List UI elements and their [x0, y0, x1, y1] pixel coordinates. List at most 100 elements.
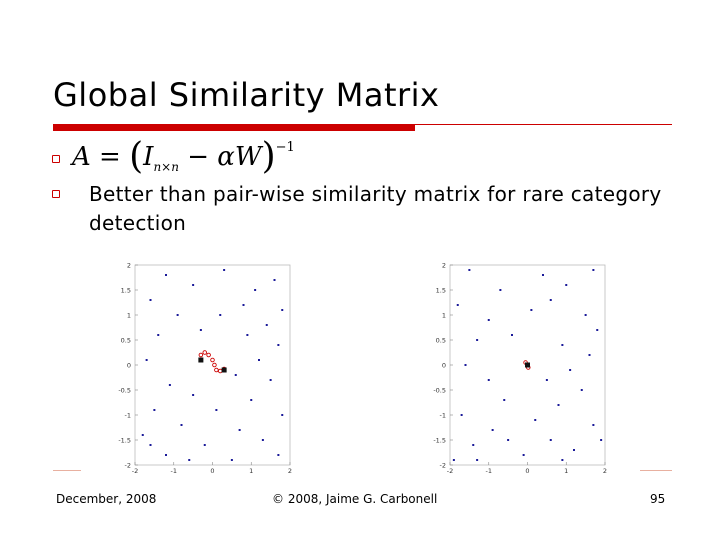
data-point: [476, 459, 479, 461]
formula-eq: =: [99, 142, 121, 172]
data-point: [588, 354, 591, 356]
data-point: [246, 334, 249, 336]
x-tick-label: 1: [249, 467, 253, 475]
data-point: [149, 444, 152, 446]
y-tick-label: -1: [125, 412, 131, 420]
data-point: [584, 314, 587, 316]
bullet-square-icon: [52, 155, 60, 163]
y-tick-label: 1: [442, 312, 446, 320]
y-tick-label: 1.5: [121, 287, 131, 295]
x-tick-label: -1: [486, 467, 492, 475]
data-point: [165, 274, 167, 276]
data-point: [261, 439, 264, 441]
data-point: [188, 459, 191, 461]
data-point: [176, 314, 179, 316]
data-point: [456, 304, 459, 306]
y-tick-label: -0.5: [433, 387, 446, 395]
rare-category-point: [202, 350, 207, 355]
data-point: [219, 314, 222, 316]
x-tick-label: -2: [447, 467, 453, 475]
x-tick-label: -2: [132, 467, 138, 475]
data-point: [145, 359, 148, 361]
data-point: [273, 279, 276, 281]
x-tick-label: 0: [525, 467, 529, 475]
data-point: [192, 394, 195, 396]
y-tick-label: 2: [442, 262, 446, 270]
data-point: [254, 289, 257, 291]
formula-w: W: [234, 142, 262, 172]
bullet-square-icon: [52, 190, 60, 198]
slide-title: Global Similarity Matrix: [53, 76, 440, 114]
data-point: [557, 404, 560, 406]
y-tick-label: 1: [127, 312, 131, 320]
formula-alpha: α: [217, 142, 235, 172]
data-point: [460, 414, 463, 416]
data-point: [265, 324, 268, 326]
data-point: [561, 344, 564, 346]
data-point: [565, 284, 568, 286]
formula: A = (In×n − αW)−1: [72, 136, 295, 177]
footer-copyright: © 2008, Jaime G. Carbonell: [272, 492, 438, 506]
data-point: [545, 379, 548, 381]
y-tick-label: 0: [127, 362, 131, 370]
y-tick-label: -1.5: [433, 437, 446, 445]
formula-lhs: A: [72, 142, 91, 172]
data-point: [223, 269, 226, 271]
scatter-plot-left: 2 1.5 1 0.5 0 -0.5 -1 -1.5 -2-2 -1 0 1 2: [118, 262, 292, 476]
data-point: [258, 359, 260, 361]
footer-date: December, 2008: [56, 492, 157, 506]
formula-identity: I: [143, 142, 154, 172]
rare-category-point: [214, 367, 219, 373]
data-point: [157, 334, 160, 336]
y-tick-label: -1.5: [118, 437, 131, 445]
rare-category-point: [217, 368, 223, 374]
formula-minus: −: [187, 142, 210, 172]
seed-point: [198, 357, 204, 363]
data-point: [192, 284, 195, 286]
data-point: [277, 344, 280, 346]
x-tick-label: 2: [288, 467, 292, 475]
data-point: [234, 374, 237, 376]
data-point: [491, 429, 494, 431]
data-point: [600, 439, 603, 441]
footer-line-left: [53, 470, 81, 471]
x-tick-label: -1: [171, 467, 177, 475]
footer-line-right: [640, 470, 672, 471]
seed-point: [525, 362, 530, 368]
rare-category-point: [210, 357, 215, 363]
data-point: [250, 399, 253, 401]
data-point: [199, 329, 202, 331]
data-point: [215, 409, 218, 411]
y-tick-label: -1: [440, 412, 446, 420]
data-point: [549, 299, 552, 301]
data-point: [487, 319, 490, 321]
data-point: [507, 439, 510, 441]
data-point: [592, 424, 595, 426]
y-tick-label: -2: [440, 462, 446, 470]
rare-category-point: [206, 352, 211, 358]
data-point: [476, 339, 479, 341]
data-point: [269, 379, 272, 381]
data-point: [534, 419, 537, 421]
data-point: [503, 399, 506, 401]
data-point: [281, 414, 284, 416]
data-point: [569, 369, 572, 371]
formula-paren-left: (: [129, 136, 144, 177]
data-point: [487, 379, 490, 381]
data-point: [153, 409, 156, 411]
data-point: [165, 454, 167, 456]
data-point: [468, 269, 471, 271]
y-tick-label: 0.5: [436, 337, 446, 345]
x-tick-label: 2: [603, 467, 607, 475]
data-point: [472, 444, 475, 446]
y-tick-label: 1.5: [436, 287, 446, 295]
data-point: [149, 299, 152, 301]
data-point: [596, 329, 599, 331]
seed-point: [221, 367, 227, 373]
data-point: [573, 449, 575, 451]
data-point: [203, 444, 206, 446]
data-point: [592, 269, 595, 271]
data-point: [499, 289, 502, 291]
data-point: [168, 384, 171, 386]
data-point: [281, 309, 284, 311]
